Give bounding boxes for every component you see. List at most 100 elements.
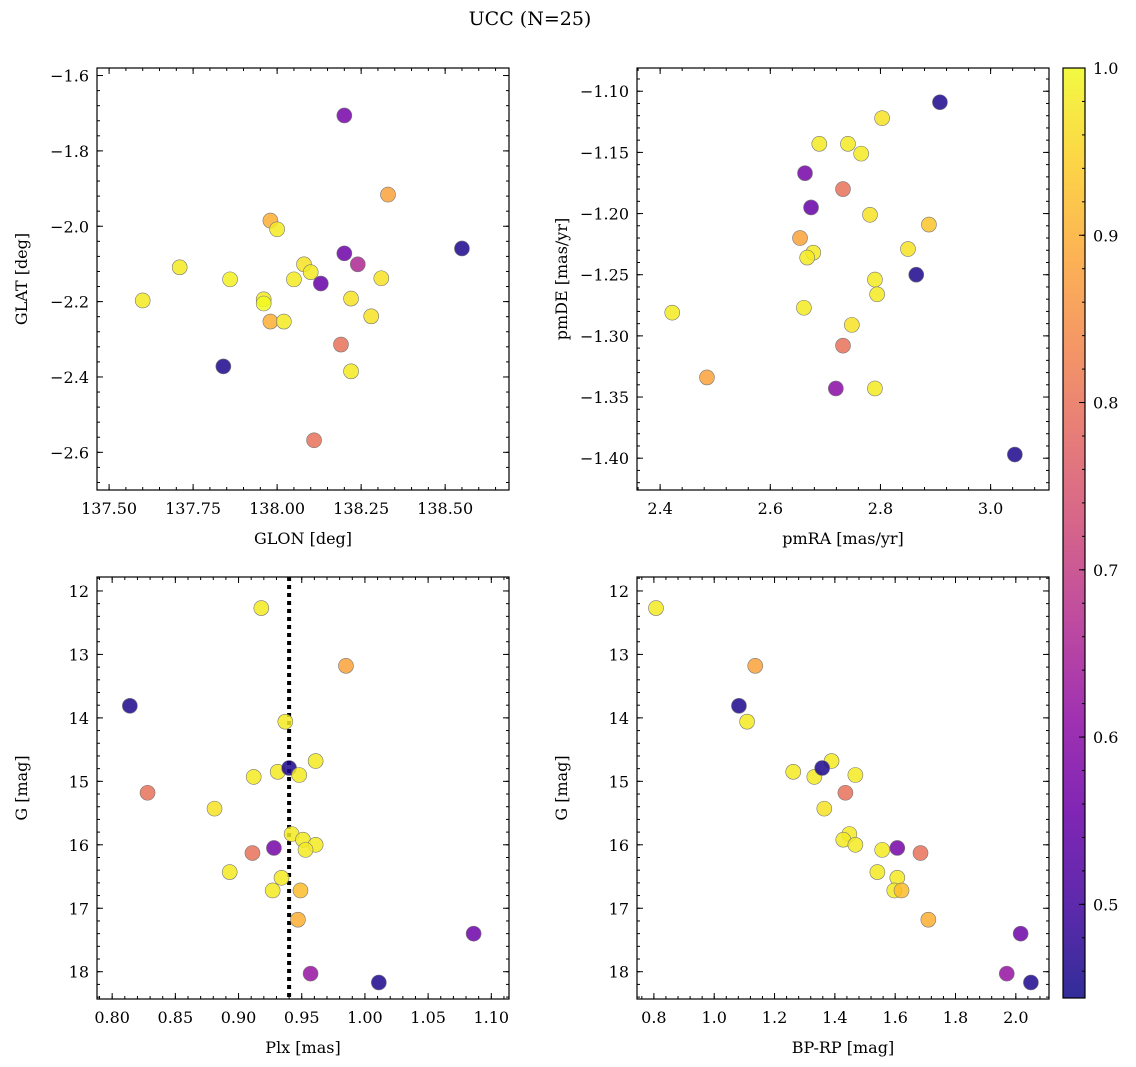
y-tick-label: 14 (69, 709, 89, 728)
data-point (255, 295, 272, 312)
y-tick-label: 15 (69, 772, 89, 791)
data-point (803, 199, 819, 216)
colorbar-fill (1063, 68, 1085, 998)
y-tick-label: −1.30 (580, 327, 629, 346)
data-point (371, 974, 387, 991)
data-point (814, 760, 830, 776)
data-point (297, 842, 314, 858)
x-tick-label: 1.00 (347, 1008, 383, 1027)
y-tick-label: −2.2 (50, 293, 89, 312)
y-tick-label: 18 (69, 963, 89, 982)
data-point (307, 753, 324, 769)
data-point (847, 767, 864, 783)
data-point (380, 186, 396, 203)
y-tick-label: −2.6 (50, 443, 89, 462)
data-point (244, 845, 261, 861)
data-point (739, 713, 755, 730)
data-point (363, 308, 380, 325)
y-tick-label: 16 (609, 836, 629, 855)
y-axis-label: G [mag] (552, 755, 571, 820)
data-point (215, 358, 232, 375)
data-point (286, 271, 302, 288)
axes-frame (96, 576, 510, 1000)
x-tick-label: 138.50 (417, 499, 473, 518)
data-point (908, 266, 925, 283)
y-tick-label: −1.15 (580, 143, 629, 162)
data-point (336, 245, 353, 262)
y-tick-label: −1.20 (580, 205, 629, 224)
data-point (811, 136, 828, 152)
subplot-2: 2.4 2.6 2.8 3.0 −1.10 −1.15 −1.20 −1.25 −1.30 −1.… (552, 67, 1050, 548)
data-point (134, 292, 151, 309)
data-point (343, 363, 359, 380)
data-point (664, 304, 681, 321)
data-point (333, 336, 349, 353)
x-tick-label: 137.75 (165, 499, 221, 518)
data-point (306, 432, 322, 449)
data-point (648, 600, 664, 616)
x-tick-label: 0.80 (94, 1008, 130, 1027)
x-axis-label: Plx [mas] (265, 1038, 340, 1057)
data-point (221, 864, 238, 880)
data-point (893, 882, 910, 899)
x-tick-label: 1.05 (410, 1008, 446, 1027)
data-point (264, 882, 281, 899)
colorbar-tick-label: 0.5 (1093, 895, 1118, 914)
x-tick-label: 1.10 (473, 1008, 509, 1027)
y-tick-label: 15 (609, 772, 629, 791)
colorbar-tick-label: 0.9 (1093, 226, 1118, 245)
data-point (921, 216, 937, 233)
data-point (313, 275, 329, 292)
data-point (273, 869, 290, 886)
data-point (1012, 925, 1029, 942)
data-point (338, 658, 354, 674)
x-tick-label: 1.8 (943, 1008, 968, 1027)
x-tick-label: 0.8 (641, 1008, 666, 1027)
y-axis-label: G [mag] (12, 755, 31, 820)
data-point (869, 286, 885, 303)
data-point (785, 764, 802, 780)
data-point (835, 337, 851, 354)
data-point (844, 317, 860, 333)
data-point (920, 911, 937, 928)
subplot-3: 0.80 0.85 0.90 0.95 1.00 1.05 1.10 12 13 14 15 16 17… (12, 576, 510, 1057)
data-point (747, 658, 764, 674)
data-point (840, 136, 856, 152)
data-point (862, 206, 878, 223)
data-point (222, 271, 238, 288)
data-point (932, 94, 948, 111)
data-point (336, 107, 353, 124)
data-point (206, 800, 223, 817)
data-point (874, 110, 890, 126)
x-tick-label: 1.4 (822, 1008, 847, 1027)
colorbar-frame (1062, 67, 1086, 999)
data-point (889, 840, 906, 856)
x-axis-label: BP-RP [mag] (792, 1038, 894, 1057)
data-point (998, 965, 1015, 982)
x-tick-label: 2.8 (868, 499, 893, 518)
data-point (874, 842, 891, 858)
data-point (900, 241, 916, 257)
data-point (302, 965, 319, 982)
y-tick-label: 16 (69, 836, 89, 855)
data-point (139, 784, 156, 801)
data-point (290, 911, 306, 928)
data-point (276, 313, 292, 330)
x-axis-label: GLON [deg] (254, 529, 352, 548)
y-axis-label: GLAT [deg] (12, 233, 31, 325)
data-point (867, 380, 883, 397)
x-tick-label: 1.6 (882, 1008, 907, 1027)
data-point (292, 882, 309, 899)
y-tick-label: 13 (69, 645, 89, 664)
data-point (291, 767, 308, 783)
data-point (853, 145, 869, 162)
colorbar-tick-label: 0.8 (1093, 394, 1118, 413)
data-point (1023, 974, 1039, 991)
x-tick-label: 2.6 (758, 499, 783, 518)
data-point (816, 800, 833, 817)
x-axis-label: pmRA [mas/yr] (782, 529, 904, 548)
x-tick-label: 2.4 (647, 499, 672, 518)
data-point (343, 290, 359, 307)
y-tick-label: −1.40 (580, 449, 629, 468)
y-tick-label: 17 (609, 899, 629, 918)
